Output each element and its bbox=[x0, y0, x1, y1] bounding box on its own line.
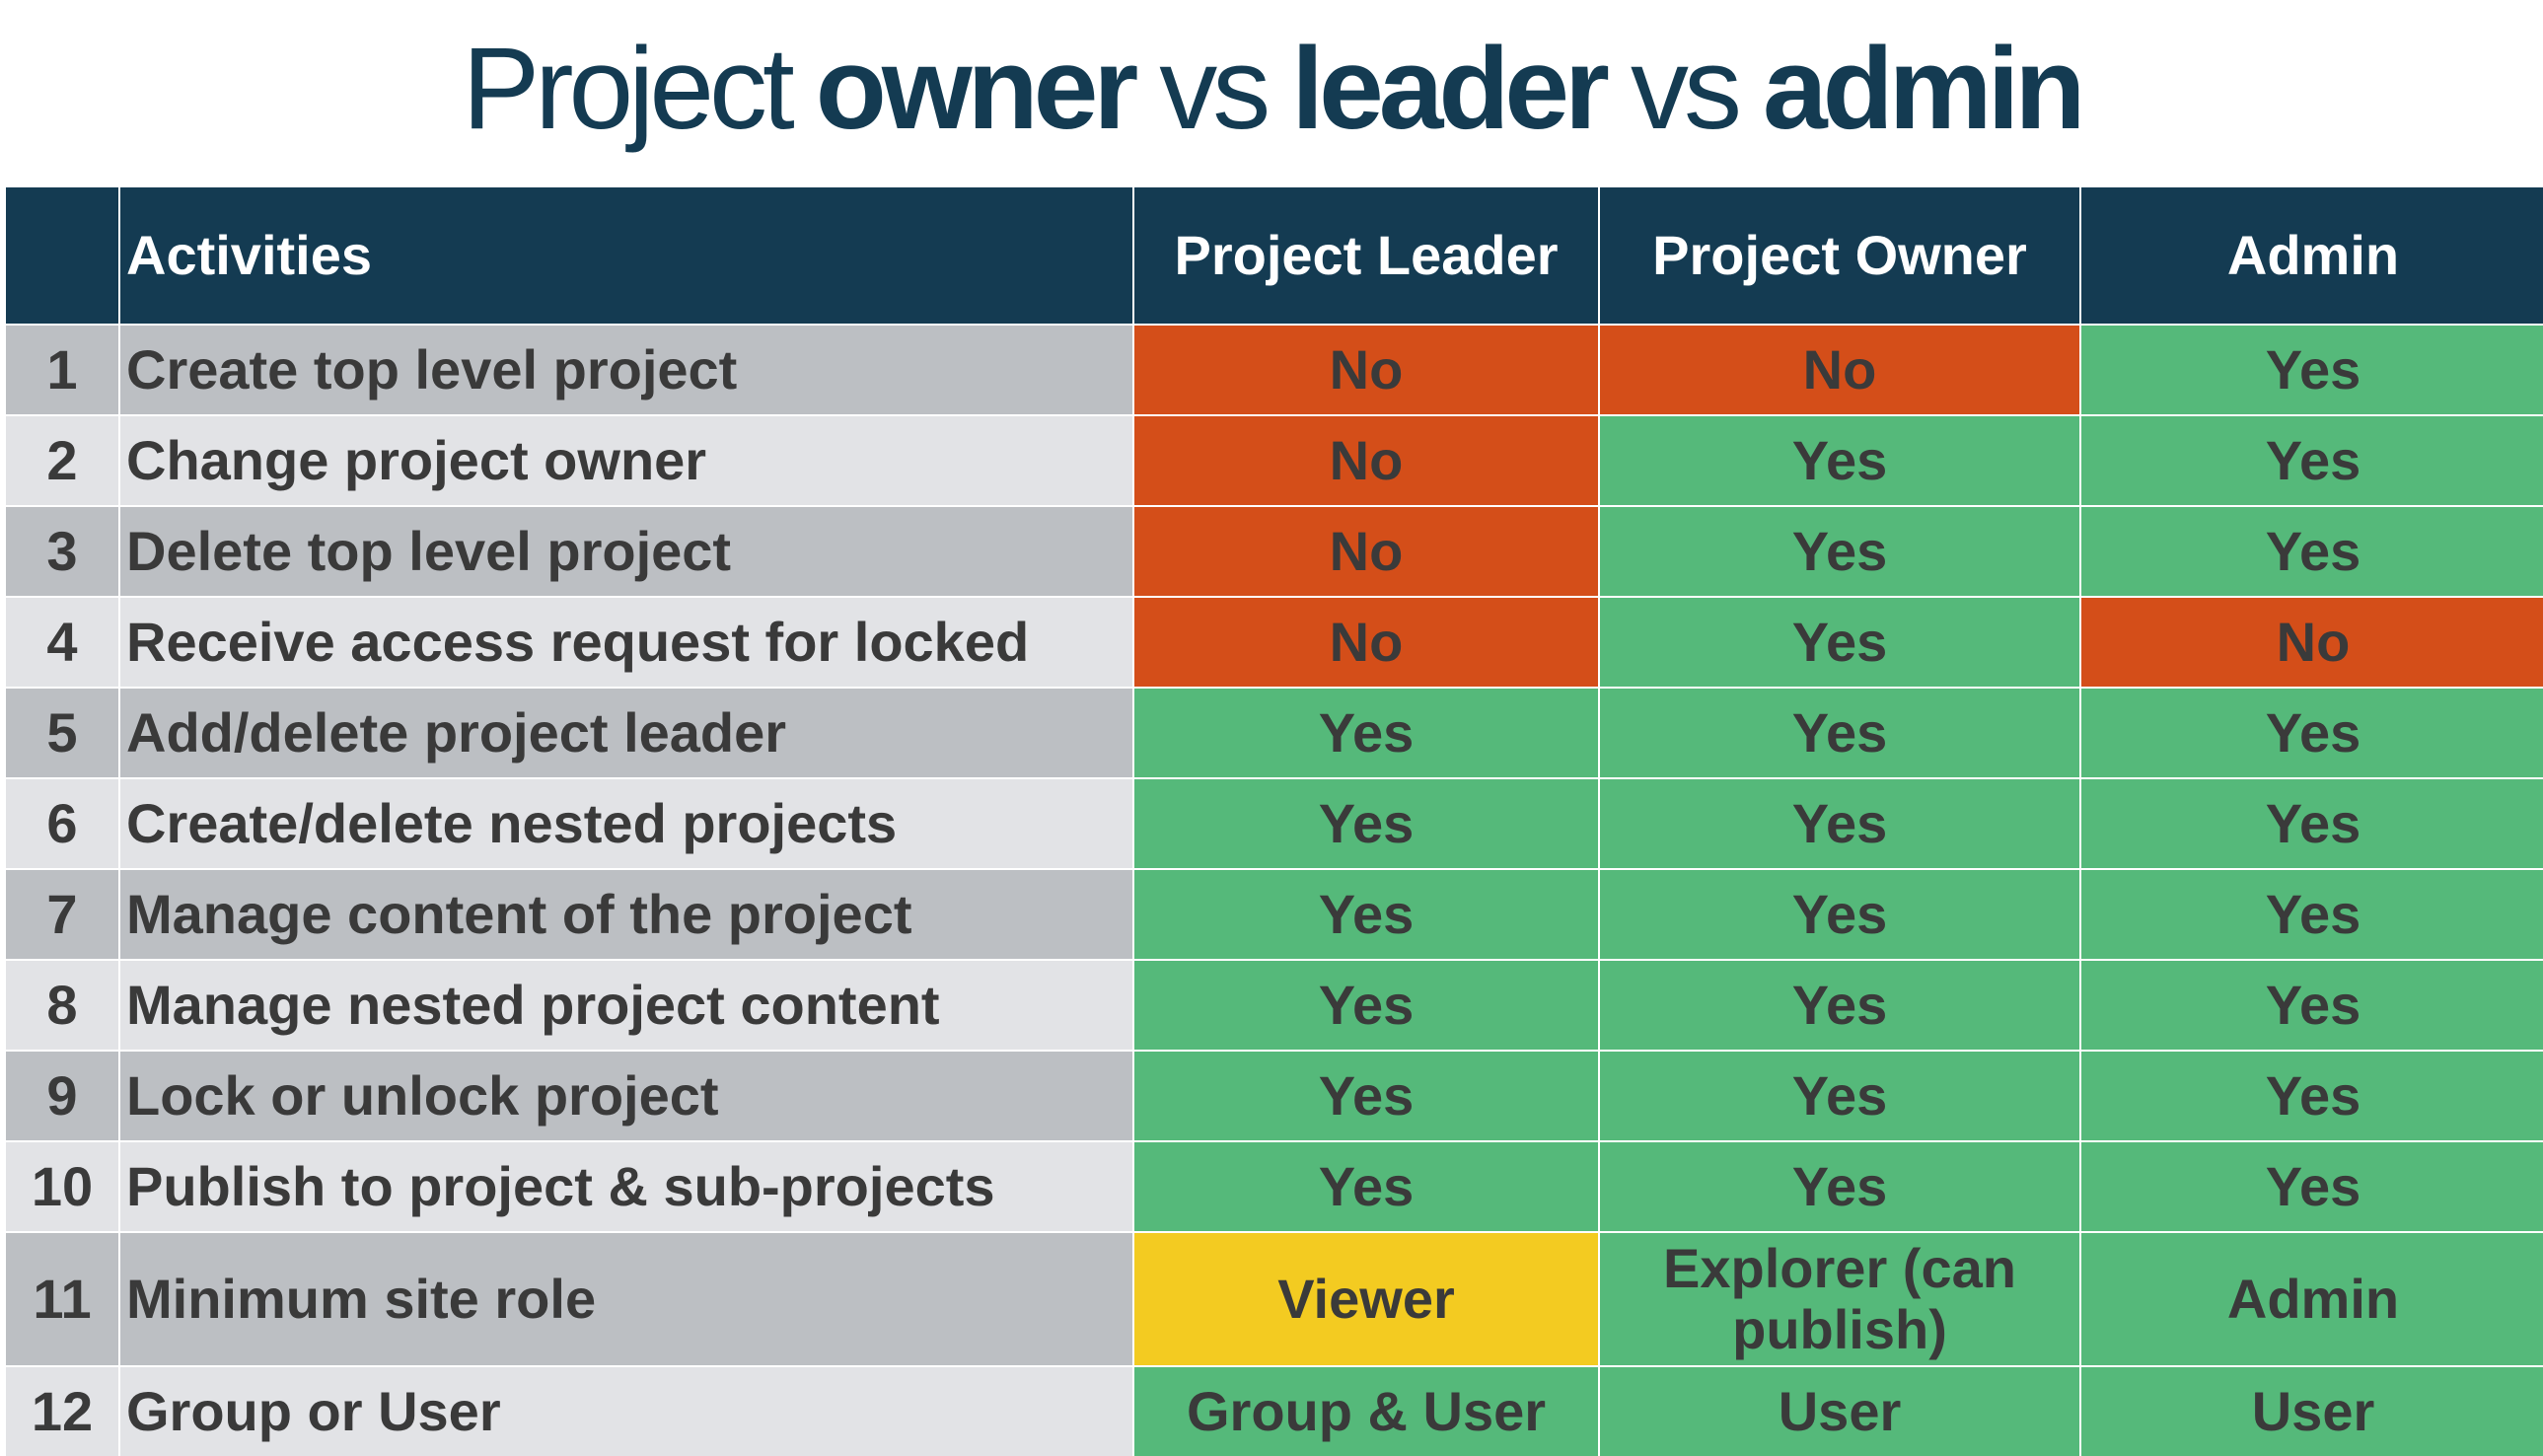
title-owner: owner bbox=[815, 24, 1138, 154]
title-admin: admin bbox=[1762, 24, 2085, 154]
leader-permission: Group & User bbox=[1134, 1367, 1598, 1456]
leader-permission: No bbox=[1134, 416, 1598, 505]
leader-permission: Yes bbox=[1134, 689, 1598, 777]
admin-permission: Admin bbox=[2081, 1233, 2543, 1365]
leader-permission: Yes bbox=[1134, 870, 1598, 959]
title-vs-1: vs bbox=[1159, 24, 1271, 154]
permissions-table: Activities Project Leader Project Owner … bbox=[6, 187, 2543, 1456]
activity-label: Delete top level project bbox=[120, 507, 1132, 596]
row-number: 1 bbox=[6, 326, 118, 414]
row-number: 4 bbox=[6, 598, 118, 687]
owner-permission: Explorer (can publish) bbox=[1600, 1233, 2079, 1365]
owner-permission: Yes bbox=[1600, 779, 2079, 868]
leader-permission: Yes bbox=[1134, 961, 1598, 1050]
owner-permission: Yes bbox=[1600, 870, 2079, 959]
leader-permission: Yes bbox=[1134, 1142, 1598, 1231]
title-project: Project bbox=[462, 24, 795, 154]
admin-permission: Yes bbox=[2081, 416, 2543, 505]
owner-permission: Yes bbox=[1600, 416, 2079, 505]
activity-label: Receive access request for locked bbox=[120, 598, 1132, 687]
page-title: Project owner vs leader vs admin bbox=[0, 0, 2543, 178]
admin-permission: No bbox=[2081, 598, 2543, 687]
row-number: 9 bbox=[6, 1052, 118, 1140]
row-number: 11 bbox=[6, 1233, 118, 1365]
admin-permission: Yes bbox=[2081, 779, 2543, 868]
activity-label: Group or User bbox=[120, 1367, 1132, 1456]
owner-permission: Yes bbox=[1600, 507, 2079, 596]
leader-permission: No bbox=[1134, 507, 1598, 596]
header-admin: Admin bbox=[2081, 187, 2543, 324]
activity-label: Manage content of the project bbox=[120, 870, 1132, 959]
owner-permission: Yes bbox=[1600, 689, 2079, 777]
admin-permission: Yes bbox=[2081, 326, 2543, 414]
activity-label: Add/delete project leader bbox=[120, 689, 1132, 777]
leader-permission: Yes bbox=[1134, 779, 1598, 868]
admin-permission: Yes bbox=[2081, 961, 2543, 1050]
leader-permission: No bbox=[1134, 326, 1598, 414]
admin-permission: Yes bbox=[2081, 870, 2543, 959]
row-number: 7 bbox=[6, 870, 118, 959]
row-number: 6 bbox=[6, 779, 118, 868]
row-number: 2 bbox=[6, 416, 118, 505]
owner-permission: No bbox=[1600, 326, 2079, 414]
admin-permission: Yes bbox=[2081, 1052, 2543, 1140]
owner-permission: Yes bbox=[1600, 1052, 2079, 1140]
admin-permission: Yes bbox=[2081, 507, 2543, 596]
admin-permission: Yes bbox=[2081, 689, 2543, 777]
activity-label: Publish to project & sub-projects bbox=[120, 1142, 1132, 1231]
leader-permission: Viewer bbox=[1134, 1233, 1598, 1365]
row-number: 12 bbox=[6, 1367, 118, 1456]
row-number: 5 bbox=[6, 689, 118, 777]
activity-label: Manage nested project content bbox=[120, 961, 1132, 1050]
owner-permission: Yes bbox=[1600, 1142, 2079, 1231]
owner-permission: Yes bbox=[1600, 598, 2079, 687]
owner-permission: User bbox=[1600, 1367, 2079, 1456]
header-number bbox=[6, 187, 118, 324]
admin-permission: User bbox=[2081, 1367, 2543, 1456]
title-vs-2: vs bbox=[1630, 24, 1742, 154]
header-project-owner: Project Owner bbox=[1600, 187, 2079, 324]
activity-label: Minimum site role bbox=[120, 1233, 1132, 1365]
header-project-leader: Project Leader bbox=[1134, 187, 1598, 324]
leader-permission: Yes bbox=[1134, 1052, 1598, 1140]
leader-permission: No bbox=[1134, 598, 1598, 687]
title-leader: leader bbox=[1291, 24, 1610, 154]
activity-label: Create/delete nested projects bbox=[120, 779, 1132, 868]
admin-permission: Yes bbox=[2081, 1142, 2543, 1231]
activity-label: Change project owner bbox=[120, 416, 1132, 505]
row-number: 8 bbox=[6, 961, 118, 1050]
activity-label: Create top level project bbox=[120, 326, 1132, 414]
row-number: 10 bbox=[6, 1142, 118, 1231]
activity-label: Lock or unlock project bbox=[120, 1052, 1132, 1140]
header-activities: Activities bbox=[120, 187, 1132, 324]
owner-permission: Yes bbox=[1600, 961, 2079, 1050]
row-number: 3 bbox=[6, 507, 118, 596]
